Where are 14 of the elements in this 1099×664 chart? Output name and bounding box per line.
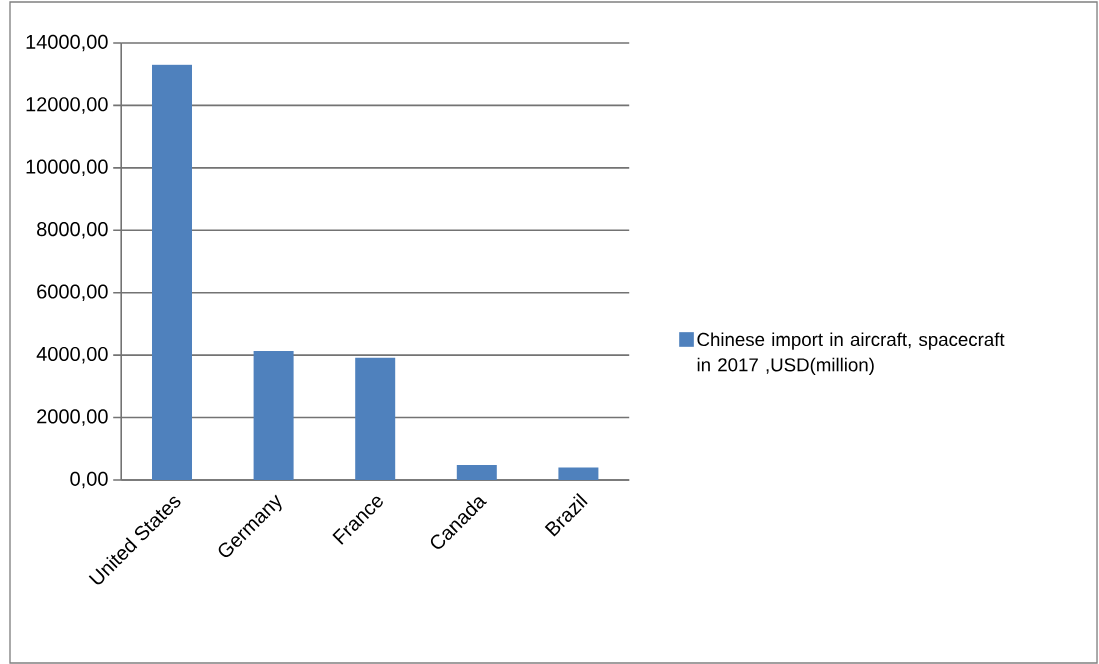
bar [355, 357, 396, 480]
y-tick-label: 0,00 [70, 471, 108, 489]
bar [152, 64, 192, 480]
y-tick-label: 4000,00 [36, 346, 108, 364]
y-tick-label: 10000,00 [26, 159, 108, 177]
y-tick-label: 8000,00 [37, 222, 108, 239]
y-tick-label: 2000,00 [37, 409, 108, 426]
y-tick-label: 6000,00 [37, 284, 108, 301]
bar [456, 465, 497, 480]
y-tick-label: 12000,00 [26, 97, 108, 114]
bar [558, 467, 599, 480]
legend-label: Chinese import in aircraft, spacecraft in 2017 ,USD(million) [697, 332, 1005, 376]
bar [253, 351, 294, 480]
y-tick-label: 14000,00 [26, 34, 108, 52]
